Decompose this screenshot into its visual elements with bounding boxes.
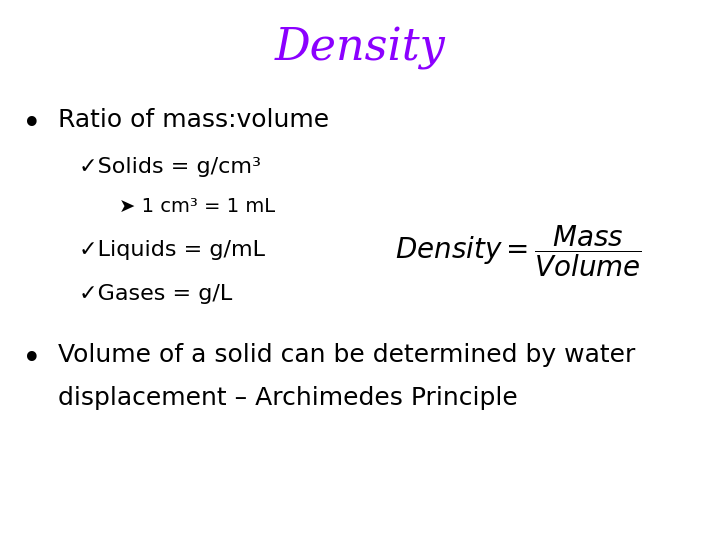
Text: •: • — [22, 343, 41, 376]
Text: Ratio of mass:volume: Ratio of mass:volume — [58, 108, 329, 132]
Text: ✓Gases = g/L: ✓Gases = g/L — [79, 284, 233, 303]
Text: ➤ 1 cm³ = 1 mL: ➤ 1 cm³ = 1 mL — [119, 197, 275, 216]
Text: Density: Density — [274, 27, 446, 70]
Text: displacement – Archimedes Principle: displacement – Archimedes Principle — [58, 386, 518, 410]
Text: $\mathit{Density} = \dfrac{\mathit{Mass}}{\mathit{Volume}}$: $\mathit{Density} = \dfrac{\mathit{Mass}… — [395, 223, 642, 279]
Text: Volume of a solid can be determined by water: Volume of a solid can be determined by w… — [58, 343, 635, 367]
Text: •: • — [22, 108, 41, 141]
Text: ✓Liquids = g/mL: ✓Liquids = g/mL — [79, 240, 265, 260]
Text: ✓Solids = g/cm³: ✓Solids = g/cm³ — [79, 157, 261, 177]
